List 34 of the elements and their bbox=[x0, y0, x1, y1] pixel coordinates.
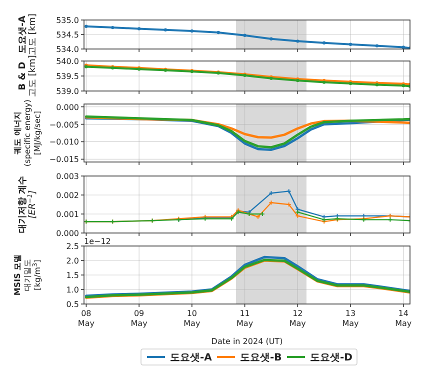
y-tick-label: 539.5 bbox=[56, 72, 79, 81]
y-tick-label: 2.5 bbox=[66, 242, 79, 251]
y-axis-title: 도요샛-A 고도 [km] bbox=[18, 14, 38, 56]
x-tick-label: 11 May bbox=[236, 309, 254, 328]
y-tick-label: 1.0 bbox=[66, 286, 79, 294]
y-tick-label: 535.0 bbox=[56, 16, 79, 25]
y-tick-label: −0.015 bbox=[49, 155, 79, 164]
x-tick-label: 08 May bbox=[78, 309, 95, 328]
y-tick-label: −0.010 bbox=[49, 138, 79, 147]
y-tick-label: 0.003 bbox=[56, 172, 79, 181]
x-tick-label: 12 May bbox=[289, 309, 306, 328]
y-tick-label: 539.0 bbox=[56, 87, 79, 96]
y-axis-title: B & D 고도 [km] bbox=[18, 55, 38, 97]
y-tick-label: 534.0 bbox=[56, 45, 79, 54]
legend-label: 도요샛-A bbox=[170, 352, 212, 364]
legend-label: 도요샛-B bbox=[240, 352, 282, 364]
y-tick-label: 0.5 bbox=[66, 300, 79, 309]
y-tick-label: −0.005 bbox=[49, 120, 79, 130]
x-tick-label: 13 May bbox=[342, 309, 360, 328]
x-tick-label: 10 May bbox=[184, 309, 200, 328]
y-tick-label: 540.0 bbox=[56, 57, 79, 66]
x-tick-label: 09 May bbox=[130, 309, 148, 328]
y-tick-label: 2.0 bbox=[66, 256, 79, 266]
y-tick-label: 0.001 bbox=[56, 210, 79, 219]
y-tick-label: 0.000 bbox=[56, 102, 79, 112]
legend-label: 도요샛-D bbox=[310, 352, 352, 364]
y-axis-title: 궤도 에너지 (specific energy) [MJ/kg/sec] bbox=[13, 100, 42, 166]
x-tick-label: 14 May bbox=[395, 309, 412, 328]
y-tick-label: 0.002 bbox=[56, 191, 79, 200]
y-tick-label: 534.5 bbox=[56, 30, 79, 40]
y-tick-label: 1.5 bbox=[66, 271, 79, 280]
y-tick-label: 0.000 bbox=[56, 229, 79, 238]
x-axis-title: Date in 2024 (UT) bbox=[211, 337, 283, 346]
annotation: 1e−12 bbox=[84, 237, 111, 246]
